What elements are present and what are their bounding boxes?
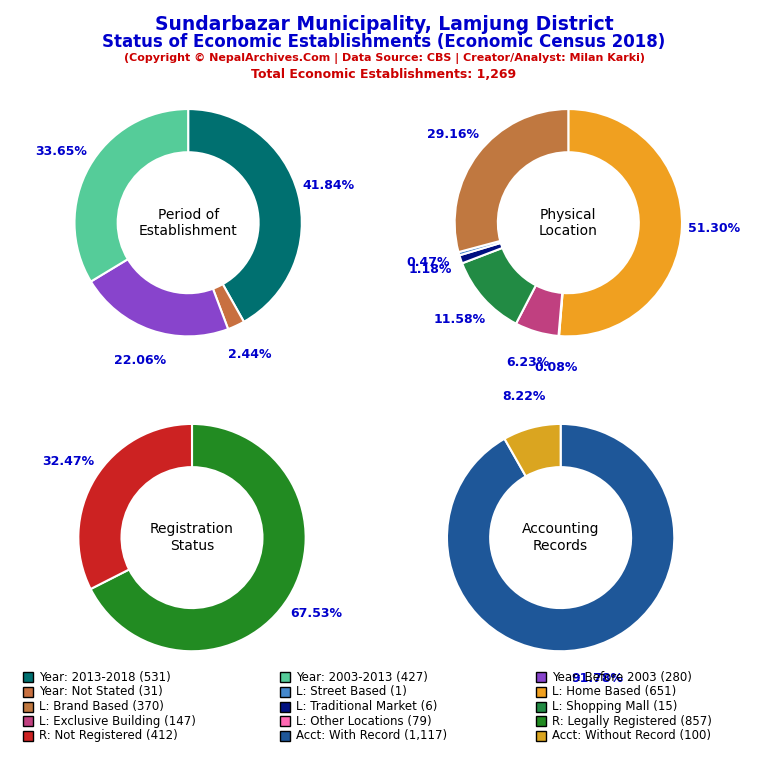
Wedge shape: [188, 109, 302, 322]
Text: 11.58%: 11.58%: [434, 313, 486, 326]
Text: 0.08%: 0.08%: [535, 361, 578, 374]
Wedge shape: [74, 109, 188, 282]
Text: L: Brand Based (370): L: Brand Based (370): [39, 700, 164, 713]
Wedge shape: [459, 243, 502, 263]
Wedge shape: [213, 284, 244, 329]
Wedge shape: [91, 259, 228, 336]
Text: Total Economic Establishments: 1,269: Total Economic Establishments: 1,269: [251, 68, 517, 81]
Wedge shape: [91, 424, 306, 651]
Text: Acct: With Record (1,117): Acct: With Record (1,117): [296, 730, 448, 742]
Text: 91.78%: 91.78%: [572, 672, 624, 685]
Text: L: Traditional Market (6): L: Traditional Market (6): [296, 700, 438, 713]
Text: L: Home Based (651): L: Home Based (651): [552, 686, 677, 698]
Text: 51.30%: 51.30%: [687, 222, 740, 235]
Text: 8.22%: 8.22%: [502, 390, 545, 403]
Text: L: Street Based (1): L: Street Based (1): [296, 686, 407, 698]
Text: Accounting
Records: Accounting Records: [522, 522, 599, 553]
Text: Sundarbazar Municipality, Lamjung District: Sundarbazar Municipality, Lamjung Distri…: [154, 15, 614, 35]
Wedge shape: [505, 424, 561, 476]
Text: L: Shopping Mall (15): L: Shopping Mall (15): [552, 700, 677, 713]
Wedge shape: [78, 424, 192, 589]
Text: 1.18%: 1.18%: [409, 263, 452, 276]
Text: Status of Economic Establishments (Economic Census 2018): Status of Economic Establishments (Econo…: [102, 33, 666, 51]
Text: 6.23%: 6.23%: [506, 356, 549, 369]
Wedge shape: [462, 248, 536, 323]
Text: 67.53%: 67.53%: [290, 607, 342, 621]
Text: 2.44%: 2.44%: [228, 348, 271, 361]
Text: Physical
Location: Physical Location: [539, 207, 598, 238]
Text: Acct: Without Record (100): Acct: Without Record (100): [552, 730, 711, 742]
Text: 41.84%: 41.84%: [303, 180, 355, 192]
Text: R: Legally Registered (857): R: Legally Registered (857): [552, 715, 712, 727]
Text: Year: 2013-2018 (531): Year: 2013-2018 (531): [39, 671, 171, 684]
Text: R: Not Registered (412): R: Not Registered (412): [39, 730, 178, 742]
Text: 29.16%: 29.16%: [427, 127, 479, 141]
Wedge shape: [455, 109, 568, 252]
Text: Year: Not Stated (31): Year: Not Stated (31): [39, 686, 163, 698]
Wedge shape: [558, 293, 563, 336]
Text: Year: Before 2003 (280): Year: Before 2003 (280): [552, 671, 692, 684]
Text: Year: 2003-2013 (427): Year: 2003-2013 (427): [296, 671, 429, 684]
Wedge shape: [458, 241, 501, 255]
Wedge shape: [559, 109, 682, 336]
Text: 32.47%: 32.47%: [42, 455, 94, 468]
Text: 0.47%: 0.47%: [406, 256, 450, 269]
Text: Period of
Establishment: Period of Establishment: [139, 207, 237, 238]
Wedge shape: [447, 424, 674, 651]
Text: L: Other Locations (79): L: Other Locations (79): [296, 715, 432, 727]
Text: 33.65%: 33.65%: [35, 144, 88, 157]
Wedge shape: [516, 285, 562, 336]
Text: (Copyright © NepalArchives.Com | Data Source: CBS | Creator/Analyst: Milan Karki: (Copyright © NepalArchives.Com | Data So…: [124, 53, 644, 64]
Text: Registration
Status: Registration Status: [150, 522, 234, 553]
Text: L: Exclusive Building (147): L: Exclusive Building (147): [39, 715, 196, 727]
Text: 22.06%: 22.06%: [114, 354, 167, 366]
